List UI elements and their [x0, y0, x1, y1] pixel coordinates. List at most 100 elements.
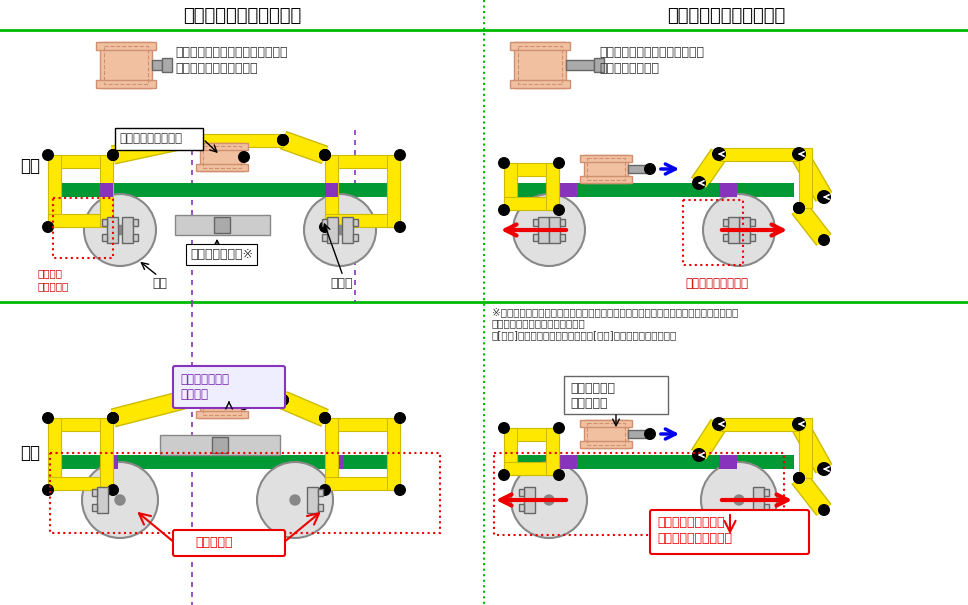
Circle shape: [692, 176, 706, 190]
Bar: [133, 234, 138, 241]
Bar: [152, 60, 162, 70]
Bar: [560, 234, 565, 241]
Circle shape: [793, 148, 805, 160]
Bar: [514, 42, 566, 88]
Circle shape: [277, 134, 289, 146]
Bar: [100, 418, 113, 490]
Bar: [546, 428, 559, 475]
Bar: [183, 134, 283, 147]
Bar: [196, 411, 248, 418]
Bar: [96, 80, 156, 88]
Circle shape: [107, 484, 119, 496]
Bar: [504, 462, 559, 475]
Text: ブレーキシリンダー: ブレーキシリンダー: [119, 132, 182, 145]
Bar: [584, 420, 628, 448]
Circle shape: [319, 149, 331, 161]
Circle shape: [107, 149, 119, 161]
Text: が長過ぎ: が長過ぎ: [180, 388, 208, 401]
Circle shape: [257, 462, 333, 538]
Bar: [107, 217, 118, 243]
Bar: [325, 477, 400, 490]
Text: シリンダーが: シリンダーが: [570, 382, 615, 395]
Circle shape: [319, 484, 331, 496]
Bar: [587, 158, 625, 180]
Bar: [325, 155, 338, 227]
Bar: [533, 234, 538, 241]
Bar: [212, 437, 228, 453]
Bar: [100, 183, 113, 197]
Bar: [100, 42, 152, 88]
Circle shape: [107, 221, 119, 233]
Circle shape: [553, 422, 565, 434]
Bar: [325, 183, 338, 197]
Bar: [628, 165, 650, 173]
Bar: [524, 487, 535, 513]
Circle shape: [335, 224, 346, 235]
Bar: [318, 489, 323, 496]
Circle shape: [712, 147, 726, 161]
Text: 車輪: 車輪: [152, 277, 167, 290]
Bar: [533, 219, 538, 226]
Circle shape: [712, 417, 726, 431]
Bar: [196, 390, 248, 397]
Bar: [504, 197, 559, 210]
Bar: [764, 489, 769, 496]
Circle shape: [693, 177, 705, 189]
Circle shape: [42, 412, 54, 424]
Bar: [719, 418, 799, 431]
Bar: [519, 489, 524, 496]
Bar: [175, 215, 270, 235]
Bar: [580, 441, 632, 448]
Bar: [494, 453, 784, 535]
Bar: [162, 58, 172, 72]
Bar: [133, 219, 138, 226]
Bar: [203, 146, 241, 168]
Bar: [342, 217, 353, 243]
Bar: [115, 128, 203, 150]
FancyBboxPatch shape: [173, 530, 285, 556]
Circle shape: [107, 412, 119, 424]
Circle shape: [792, 147, 806, 161]
Bar: [92, 489, 97, 496]
Circle shape: [82, 462, 158, 538]
Bar: [322, 219, 327, 226]
Bar: [546, 163, 559, 210]
Text: 制輪子: 制輪子: [330, 277, 352, 290]
Bar: [504, 163, 559, 176]
Bar: [307, 487, 318, 513]
Bar: [196, 143, 248, 150]
Bar: [580, 420, 632, 427]
Bar: [723, 234, 728, 241]
Bar: [122, 217, 133, 243]
Circle shape: [553, 204, 565, 216]
Bar: [504, 163, 517, 210]
Bar: [510, 42, 570, 50]
Bar: [504, 455, 794, 469]
Bar: [325, 418, 338, 490]
Circle shape: [543, 494, 555, 506]
Circle shape: [644, 163, 656, 175]
Circle shape: [238, 398, 250, 410]
Bar: [549, 217, 560, 243]
Bar: [566, 60, 594, 70]
Circle shape: [114, 494, 126, 506]
Bar: [200, 390, 244, 418]
Bar: [628, 430, 650, 438]
Bar: [327, 217, 338, 243]
Text: 付けることができない: 付けることができない: [657, 532, 732, 545]
Text: 伸びきった: 伸びきった: [570, 397, 608, 410]
Bar: [48, 418, 61, 490]
Circle shape: [511, 462, 587, 538]
Bar: [750, 234, 755, 241]
Bar: [50, 453, 440, 533]
FancyBboxPatch shape: [173, 366, 285, 408]
Circle shape: [817, 462, 831, 476]
Text: 隙間が広い: 隙間が広い: [195, 536, 232, 549]
Bar: [504, 428, 559, 441]
Circle shape: [793, 418, 805, 430]
Circle shape: [817, 190, 831, 204]
Circle shape: [793, 472, 805, 484]
Text: ※ターンバックル：長さを調節することで、制輪子と車輪の離れ（ブレーキシンダーの
　ストローク量）を調整する役割
　[長い]制輪子が車輪から離れる　[短い]制輪子: ※ターンバックル：長さを調節することで、制輪子と車輪の離れ（ブレーキシンダーの …: [492, 307, 739, 340]
Bar: [799, 418, 812, 478]
Bar: [739, 217, 750, 243]
